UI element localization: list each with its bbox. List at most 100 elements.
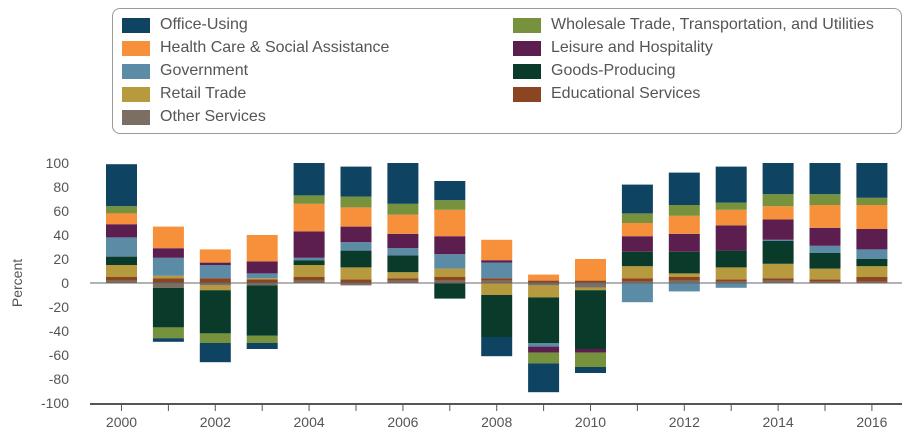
bar-segment	[856, 205, 888, 229]
bar-segment	[575, 259, 606, 281]
bar-segment	[387, 214, 419, 234]
y-tick-label: -80	[49, 371, 69, 387]
bar-segment	[528, 346, 560, 353]
bar-segment	[152, 275, 184, 279]
bar-segment	[762, 219, 794, 240]
bar-segment	[387, 233, 419, 249]
bar-segment	[762, 278, 794, 281]
bar-segment	[106, 213, 137, 225]
bar-segment	[246, 335, 278, 343]
bar-segment	[809, 279, 841, 282]
bar-segment	[434, 209, 466, 237]
bar-segment	[668, 233, 700, 252]
bar-segment	[434, 181, 466, 201]
bar-segment	[434, 200, 466, 210]
bar-segment	[481, 295, 513, 337]
legend-item: Goods-Producing	[513, 61, 676, 81]
x-tick-label: 2000	[106, 414, 137, 430]
bar-segment	[809, 281, 841, 283]
y-tick-label: 40	[53, 227, 69, 243]
bar-segment	[340, 166, 372, 197]
x-tick-label: 2014	[763, 414, 794, 430]
bar-segment	[715, 209, 747, 226]
y-tick-label: -20	[49, 299, 69, 315]
bar-segment	[621, 184, 653, 214]
bar-segment	[528, 285, 560, 298]
bar-segment	[340, 196, 372, 208]
bar-segment	[621, 251, 653, 267]
bar-segment	[152, 327, 184, 339]
bar-segment	[434, 268, 466, 277]
legend-label: Government	[160, 62, 249, 79]
bar-segment	[293, 280, 325, 283]
legend-swatch	[122, 17, 150, 33]
y-tick-label: -60	[49, 347, 69, 363]
y-tick-label: 20	[53, 251, 69, 267]
bar-segment	[809, 205, 841, 228]
bar-segment	[621, 281, 653, 283]
legend-label: Other Services	[160, 108, 266, 125]
bar-segment	[809, 245, 841, 253]
bar-segment	[481, 280, 513, 283]
bar-segment	[856, 266, 888, 277]
bar-segment	[762, 163, 794, 195]
bar-segment	[856, 229, 888, 250]
bar-segment	[106, 206, 137, 214]
legend-item: Other Services	[122, 107, 266, 127]
bar-segment	[199, 278, 231, 283]
bar-segment	[106, 164, 137, 207]
bar-segment	[809, 227, 841, 246]
bar-segment	[528, 283, 560, 286]
bar-segment	[246, 273, 278, 279]
bar-segment	[481, 337, 513, 357]
bar-segment	[715, 225, 747, 251]
bar-segment	[715, 250, 747, 268]
bar-segment	[621, 278, 653, 282]
bar-segment	[621, 223, 653, 237]
bar-segment	[340, 250, 372, 268]
bar-segment	[528, 352, 560, 364]
bar-segment	[575, 290, 606, 349]
bar-segment	[575, 280, 606, 283]
bar-segment	[340, 283, 372, 286]
bar-segment	[715, 166, 747, 203]
bar-segment	[387, 272, 419, 279]
legend-item: Retail Trade	[122, 84, 246, 104]
bar-segment	[575, 287, 606, 291]
bar-segment	[809, 194, 841, 205]
bar-segment	[106, 237, 137, 257]
bar-segment	[575, 283, 606, 288]
bar-segment	[340, 267, 372, 280]
bar-segment	[668, 273, 700, 277]
bar-segment	[199, 343, 231, 363]
bar-segment	[434, 277, 466, 281]
bar-segment	[715, 283, 747, 288]
x-tick-label: 2008	[481, 414, 512, 430]
bar-segment	[106, 280, 137, 283]
x-tick-label: 2002	[200, 414, 231, 430]
bar-segment	[293, 265, 325, 277]
bar-segment	[856, 259, 888, 267]
y-tick-label: -40	[49, 323, 69, 339]
bar-segment	[809, 268, 841, 280]
legend-swatch	[122, 109, 150, 125]
bar-segment	[106, 224, 137, 238]
bar-segment	[621, 213, 653, 223]
bar-segment	[762, 239, 794, 241]
y-tick-label: 100	[46, 155, 70, 171]
bar-segment	[528, 280, 560, 283]
bar-segment	[715, 281, 747, 283]
bar-segment	[575, 352, 606, 367]
bar-segment	[246, 261, 278, 274]
bar-segment	[387, 163, 419, 204]
bar-segment	[293, 163, 325, 196]
bar-segment	[387, 255, 419, 273]
x-tick-label: 2016	[856, 414, 887, 430]
bar-segment	[575, 367, 606, 373]
bar-segment	[668, 280, 700, 283]
bar-segment	[575, 349, 606, 353]
legend-label: Health Care & Social Assistance	[160, 39, 390, 56]
legend-swatch	[122, 63, 150, 79]
bar-segment	[762, 241, 794, 264]
bar-segment	[856, 281, 888, 283]
